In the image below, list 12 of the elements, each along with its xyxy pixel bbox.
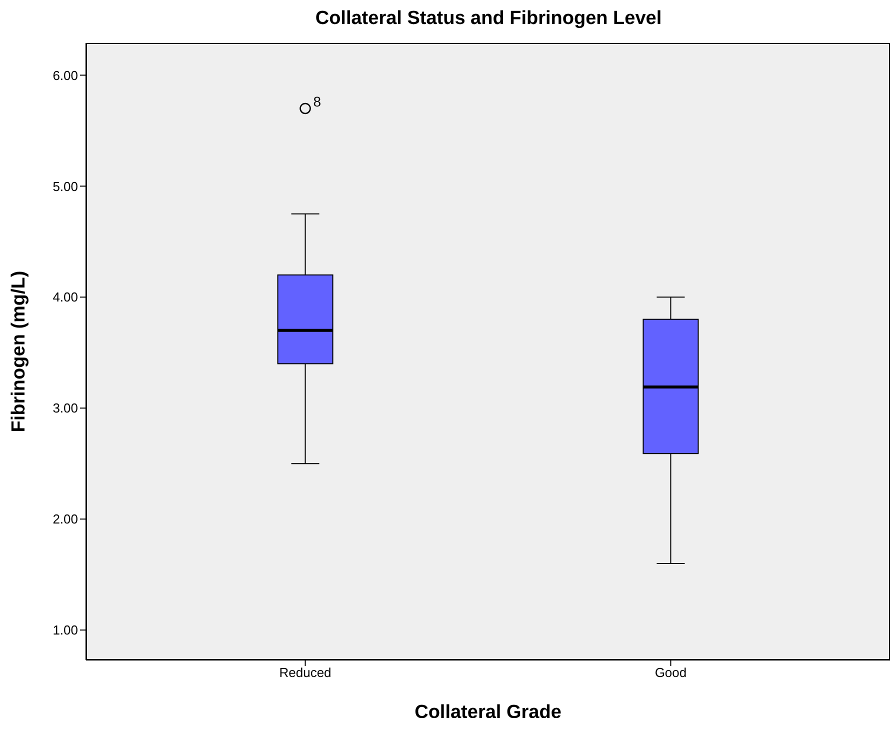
annotation: 8 <box>313 93 322 110</box>
x-axis-title: Collateral Grade <box>414 702 562 723</box>
x-tick-label: Good <box>654 665 687 680</box>
y-tick-label: 4.00 <box>52 290 78 305</box>
y-tick-label: 2.00 <box>52 512 78 527</box>
y-axis-title: Fibrinogen (mg/L) <box>8 270 30 432</box>
y-tick-label: 5.00 <box>52 178 78 194</box>
x-tick-label: Reduced <box>279 665 332 680</box>
chart-title: Collateral Status and Fibrinogen Level <box>314 8 663 30</box>
y-tick-label: 1.00 <box>52 622 78 638</box>
y-tick-label: 3.00 <box>52 400 78 416</box>
y-tick-label: 6.00 <box>52 68 78 83</box>
